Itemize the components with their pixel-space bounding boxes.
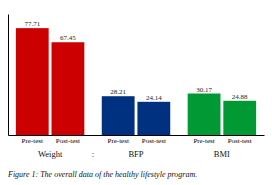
x-tick-label: Pre-test	[193, 137, 214, 145]
bar	[16, 28, 49, 135]
annotation: :	[92, 149, 94, 159]
chart-svg: 77.71 67.45 28.21 24.14 30.17 24.88 Pre-test Po…	[0, 0, 272, 185]
x-axis-line	[9, 135, 265, 136]
plot: 77.71 67.45 28.21 24.14 30.17 24.88 Pre-test Po…	[9, 15, 265, 160]
bar	[223, 101, 256, 135]
x-tick: Pre-test	[22, 135, 43, 145]
x-tick: Post-test	[56, 135, 80, 145]
data-label: 24.14	[146, 94, 162, 102]
bar-group	[188, 94, 256, 135]
group-labels: Weight BFP BMI	[38, 149, 230, 159]
bar	[188, 94, 221, 135]
caption: Figure 1: The overall data of the health…	[7, 170, 197, 179]
x-ticks: Pre-test Post-test	[107, 135, 165, 145]
bar	[137, 102, 170, 135]
x-tick: Pre-test	[107, 135, 128, 145]
x-tick-label: Pre-test	[107, 137, 128, 145]
bar-group	[102, 96, 170, 135]
data-label: 30.17	[196, 86, 212, 94]
group-label: BFP	[128, 149, 143, 159]
data-label: 24.88	[232, 93, 248, 101]
y-axis-line	[8, 15, 9, 136]
group-label: BMI	[214, 149, 230, 159]
data-label: 77.71	[24, 20, 40, 28]
y-axis	[8, 15, 9, 136]
data-label: 67.45	[60, 34, 76, 42]
chart-container: 77.71 67.45 28.21 24.14 30.17 24.88 Pre-test Po…	[0, 0, 272, 185]
x-axis	[9, 135, 265, 136]
x-tick-label: Post-test	[228, 137, 252, 145]
x-ticks: Pre-test Post-test	[22, 135, 80, 145]
x-tick-label: Post-test	[142, 137, 166, 145]
bars	[16, 28, 256, 135]
x-tick: Pre-test	[193, 135, 214, 145]
x-tick: Post-test	[142, 135, 166, 145]
data-label: 28.21	[110, 88, 126, 96]
x-tick-label: Pre-test	[22, 137, 43, 145]
bar	[52, 42, 85, 135]
data-labels: 77.71 67.45 28.21 24.14 30.17 24.88	[24, 20, 248, 102]
x-ticks: Pre-test Post-test	[193, 135, 251, 145]
x-tick: Post-test	[228, 135, 252, 145]
group-label: Weight	[38, 149, 63, 159]
x-tick-label: Post-test	[56, 137, 80, 145]
bar-group	[16, 28, 84, 135]
bar	[102, 96, 135, 135]
